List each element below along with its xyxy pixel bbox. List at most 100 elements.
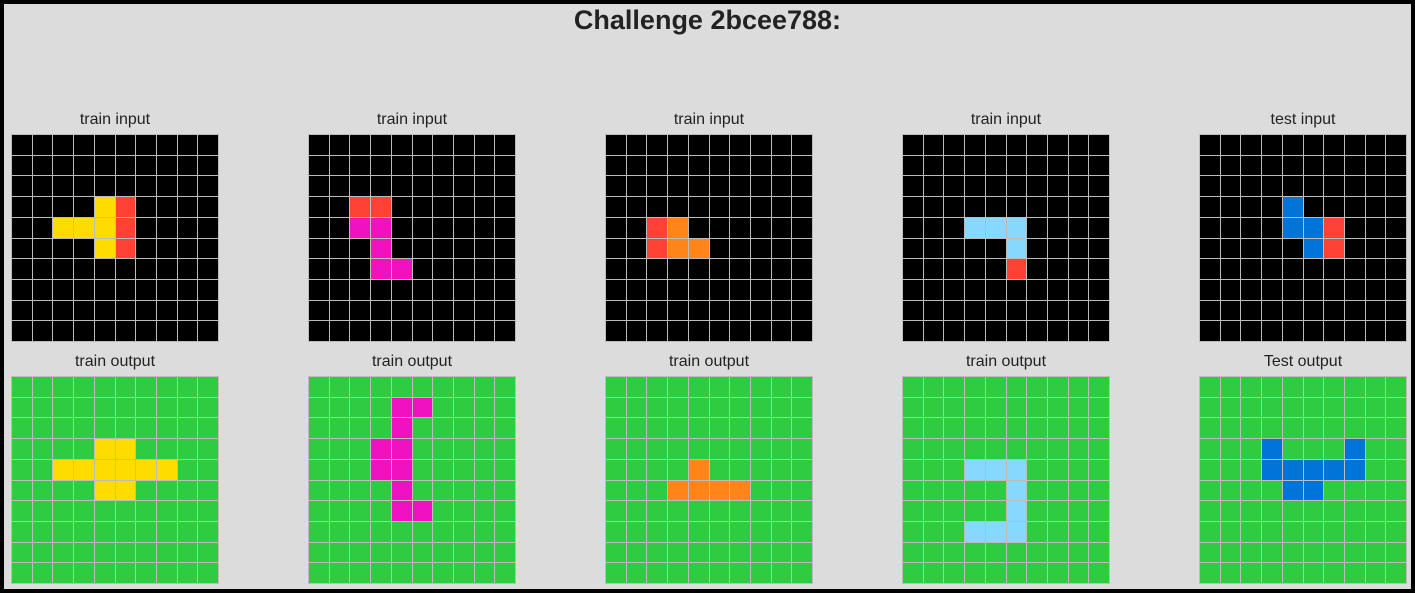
grid-cell — [495, 155, 515, 176]
grid-cell — [647, 377, 668, 397]
grid-cell — [350, 377, 371, 397]
grid-cell — [1220, 542, 1241, 563]
grid-cell — [903, 377, 923, 397]
grid-cell — [12, 542, 32, 563]
grid-cell — [668, 279, 688, 300]
grid-cell — [391, 197, 412, 217]
grid-cell — [771, 521, 792, 542]
grid-cell — [1324, 217, 1344, 238]
grid-cell — [136, 321, 156, 341]
grid-cell — [136, 459, 156, 480]
grid-cell — [1324, 563, 1344, 583]
grid-cell — [1027, 176, 1047, 197]
grid-cell — [1282, 197, 1303, 217]
grid-cell — [965, 217, 985, 238]
grid-cell — [1386, 176, 1406, 197]
grid-cell — [1027, 197, 1047, 217]
grid-cell — [792, 176, 812, 197]
grid-cell — [177, 542, 198, 563]
grid-cell — [1386, 259, 1406, 279]
grid-cell — [1006, 418, 1027, 439]
grid-cell — [606, 135, 626, 155]
grid-cell — [1089, 501, 1109, 521]
grid-cell — [730, 439, 750, 459]
grid-cell — [606, 480, 626, 501]
grid-cell — [1365, 563, 1386, 583]
grid-cell — [771, 259, 792, 279]
grid-cell — [156, 155, 177, 176]
grid-cell — [94, 197, 115, 217]
grid-cell — [136, 279, 156, 300]
grid-cell — [985, 501, 1006, 521]
grid-cell — [1047, 300, 1068, 321]
grid-cell — [198, 176, 218, 197]
grid-cell — [944, 397, 965, 418]
grid-cell — [391, 521, 412, 542]
grid-cell — [453, 259, 474, 279]
grid-cell — [329, 321, 350, 341]
grid-cell — [309, 300, 329, 321]
grid-cell — [198, 480, 218, 501]
grid-cell — [792, 397, 812, 418]
grid-cell — [1303, 279, 1324, 300]
grid-cell — [412, 480, 433, 501]
grid-cell — [1220, 155, 1241, 176]
grid-cell — [474, 279, 495, 300]
grid-cell — [474, 377, 495, 397]
grid-cell — [433, 459, 453, 480]
grid-cell — [115, 542, 136, 563]
grid-cell — [1262, 563, 1282, 583]
grid-cell — [1047, 259, 1068, 279]
grid-cell — [1068, 397, 1089, 418]
grid-cell — [944, 259, 965, 279]
grid-cell — [771, 155, 792, 176]
grid-cell — [923, 321, 944, 341]
grid-cell — [53, 501, 74, 521]
grid-cell — [1241, 542, 1262, 563]
grid-cell — [985, 135, 1006, 155]
grid-cell — [412, 279, 433, 300]
grid-cell — [1344, 238, 1365, 259]
grid-cell — [391, 279, 412, 300]
grid-cell — [923, 418, 944, 439]
grid-cell — [1241, 501, 1262, 521]
grid-cell — [1303, 197, 1324, 217]
grid-cell — [12, 321, 32, 341]
grid-cell — [606, 279, 626, 300]
grid-cell — [94, 155, 115, 176]
grid-cell — [371, 459, 391, 480]
grid-cell — [606, 459, 626, 480]
grid-cell — [412, 439, 433, 459]
grid-cell — [1344, 563, 1365, 583]
grid-cell — [1027, 321, 1047, 341]
grid-cell — [985, 542, 1006, 563]
grid-cell — [688, 521, 709, 542]
grid-cell — [792, 521, 812, 542]
grid-cell — [12, 418, 32, 439]
grid-cell — [709, 155, 730, 176]
grid-cell — [923, 480, 944, 501]
grid-cell — [923, 397, 944, 418]
grid-cell — [474, 459, 495, 480]
grid-cell — [495, 238, 515, 259]
grid-cell — [12, 439, 32, 459]
grid-cell — [1027, 521, 1047, 542]
grid-cell — [1200, 176, 1220, 197]
grid-cell — [453, 418, 474, 439]
grid-cell — [1241, 397, 1262, 418]
grid-cell — [1365, 321, 1386, 341]
grid-cell — [1220, 217, 1241, 238]
grid-cell — [1220, 238, 1241, 259]
grid-cell — [350, 542, 371, 563]
grid-cell — [177, 300, 198, 321]
panel-label: train input — [970, 111, 1042, 128]
grid-cell — [156, 521, 177, 542]
grid-cell — [750, 542, 771, 563]
grid-cell — [1344, 155, 1365, 176]
grid-cell — [453, 459, 474, 480]
grid-cell — [412, 321, 433, 341]
grid-cell — [177, 279, 198, 300]
grid-cell — [1365, 542, 1386, 563]
grid-cell — [750, 501, 771, 521]
grid-cell — [309, 238, 329, 259]
